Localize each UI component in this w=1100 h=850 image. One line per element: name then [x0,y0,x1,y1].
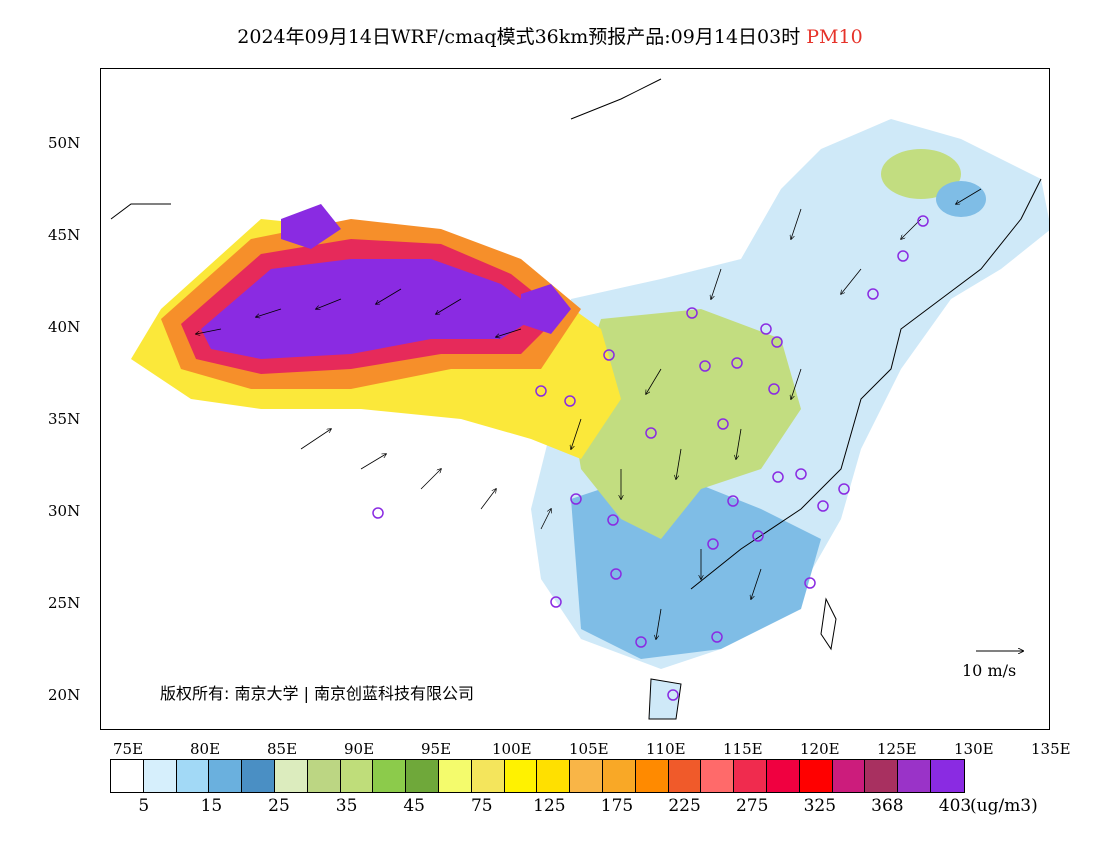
lon-label-95: 95E [421,740,452,758]
colorbar-label: 45 [403,796,426,816]
colorbar-unit: (ug/m3) [970,796,1038,816]
lon-label-75: 75E [113,740,144,758]
lon-label-110: 110E [646,740,686,758]
colorbar-swatch [504,760,538,792]
lon-label-85: 85E [267,740,298,758]
colorbar-label: 35 [335,796,358,816]
lat-label-25: 25N [48,594,81,612]
lon-label-125: 125E [877,740,917,758]
lon-label-115: 115E [723,740,763,758]
colorbar [110,759,965,793]
northwest-purple [201,259,541,359]
colorbar-swatch [766,760,800,792]
wind-reference-label: 10 m/s [962,661,1017,680]
colorbar-swatch [340,760,374,792]
north-purple-blob [281,204,341,249]
lon-label-130: 130E [954,740,994,758]
lon-label-90: 90E [344,740,375,758]
colorbar-label: 15 [200,796,223,816]
colorbar-label: 403 [938,796,972,816]
title-product: PM10 [806,26,863,48]
colorbar-swatch [832,760,866,792]
lat-label-50: 50N [48,134,81,152]
coastline-west [110,203,171,220]
colorbar-label: 5 [138,796,150,816]
colorbar-swatch [406,760,439,792]
colorbar-swatch [570,760,603,792]
colorbar-swatch [865,760,899,792]
map-title: 2024年09月14日WRF/cmaq模式36km预报产品:09月14日03时 … [0,22,1100,49]
lat-label-20: 20N [48,686,81,704]
colorbar-swatch [471,760,505,792]
colorbar-swatch [373,760,407,792]
lon-label-100: 100E [492,740,532,758]
lon-label-135: 135E [1031,740,1071,758]
colorbar-label: 25 [268,796,290,816]
title-main: 2024年09月14日WRF/cmaq模式36km预报产品:09月14日03时 [237,26,801,48]
taiwan-outline [820,597,837,651]
colorbar-swatch [143,760,177,792]
colorbar-label: 225 [668,796,701,816]
coastline-north [570,78,662,120]
city-stations [372,215,929,701]
colorbar-swatch [701,760,735,792]
colorbar-swatch [602,760,636,792]
colorbar-swatch [111,760,144,792]
wind-vectors [196,188,982,639]
colorbar-label: 275 [735,796,769,816]
colorbar-swatch [799,760,833,792]
pm10-map [110,78,1049,720]
lon-label-105: 105E [569,740,609,758]
colorbar-label: 175 [600,796,634,816]
coastline [690,178,1042,590]
colorbar-swatch [635,760,669,792]
colorbar-swatch [209,760,243,792]
colorbar-swatch [930,760,964,792]
lat-label-30: 30N [48,502,81,520]
lon-label-120: 120E [800,740,840,758]
colorbar-label: 325 [803,796,837,816]
colorbar-swatch [438,760,472,792]
colorbar-swatch [274,760,308,792]
east-purple-blob [521,284,571,334]
lat-label-35: 35N [48,410,81,428]
colorbar-label: 368 [871,796,904,816]
colorbar-swatch [668,760,702,792]
central-green [571,309,801,539]
colorbar-swatch [734,760,767,792]
colorbar-swatch [176,760,210,792]
colorbar-label: 75 [470,796,493,816]
colorbar-swatch [307,760,341,792]
colorbar-swatch [537,760,571,792]
hainan-outline [648,678,682,720]
colorbar-swatch [898,760,931,792]
colorbar-swatch [242,760,275,792]
copyright-text: 版权所有: 南京大学 | 南京创蓝科技有限公司 [160,684,475,703]
map-panel [100,68,1050,730]
colorbar-label: 125 [533,796,566,816]
lat-label-45: 45N [48,226,81,244]
lon-label-80: 80E [190,740,221,758]
lat-label-40: 40N [48,318,81,336]
